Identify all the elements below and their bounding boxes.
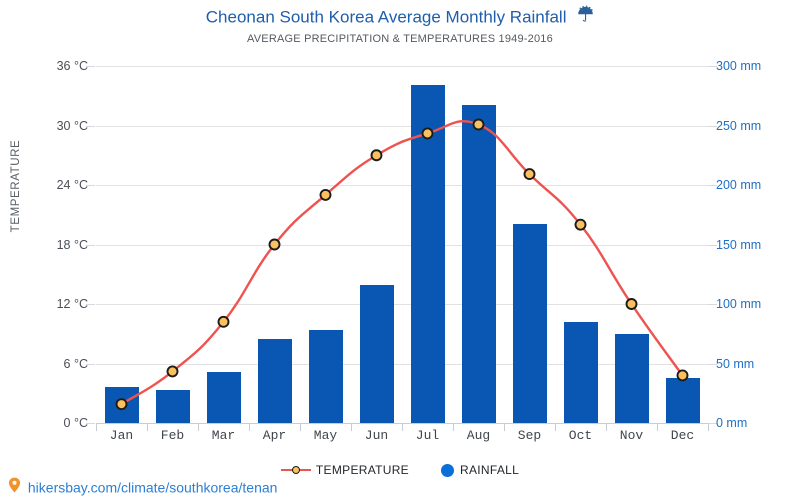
rainfall-bar[interactable] [206, 371, 241, 423]
x-axis-label: Nov [619, 428, 644, 443]
right-axis-tick-label: 150 mm [716, 237, 762, 252]
x-axis-tickmark [198, 423, 199, 431]
source-url-text: hikersbay.com/climate/southkorea/tenan [27, 479, 278, 496]
x-axis-tickmark [453, 423, 454, 431]
right-axis-tick-label: 250 mm [716, 118, 762, 133]
left-tickmark [86, 244, 95, 246]
left-axis-tick-label: 30 °C [56, 118, 88, 133]
right-tickmark [708, 185, 717, 186]
legend-line-dot-icon [280, 464, 311, 476]
map-pin-icon [8, 477, 21, 496]
x-axis-tickmark [402, 423, 403, 431]
gridline [96, 66, 708, 67]
x-axis-label: Apr [262, 428, 287, 443]
x-axis-label: Dec [670, 428, 695, 443]
x-axis-labels: Jan Feb Mar Apr May Jun Jul Aug Sep Oct Nov Dec [96, 428, 708, 450]
left-tickmark [86, 185, 95, 186]
right-axis-tick-label: 50 mm [716, 356, 755, 371]
page-title: Cheonan South Korea Average Monthly Rain… [0, 5, 800, 29]
x-axis-label: Sep [517, 428, 542, 443]
rainfall-bars [96, 66, 708, 423]
right-axis-tick-label: 200 mm [716, 178, 762, 192]
source-url[interactable]: hikersbay.com/climate/southkorea/tenan [8, 477, 278, 497]
x-axis-tickmark [249, 423, 250, 431]
left-axis-title: TEMPERATURE [10, 139, 22, 233]
x-axis-tickmark [504, 423, 505, 431]
rainfall-bar[interactable] [308, 330, 343, 423]
left-tickmark [86, 66, 95, 67]
right-tickmark [708, 125, 717, 127]
right-tickmark [708, 363, 717, 365]
x-axis-tickmark [351, 423, 352, 431]
chart-title-text: Cheonan South Korea Average Monthly Rain… [205, 7, 567, 27]
rainfall-bar[interactable] [359, 284, 394, 423]
right-axis-tick-label: 0 mm [716, 416, 748, 430]
rainfall-bar[interactable] [410, 85, 445, 423]
x-axis-tickmark [657, 423, 658, 431]
x-axis-tickmark [96, 423, 97, 431]
legend-circle-icon [441, 463, 454, 477]
rainfall-bar[interactable] [665, 377, 700, 423]
left-tickmark [86, 304, 95, 305]
umbrella-rain-icon [577, 5, 594, 28]
rainfall-bar[interactable] [104, 387, 139, 423]
right-tickmark [708, 304, 717, 305]
x-axis-tickmark [300, 423, 301, 431]
x-axis-label: Jun [364, 428, 389, 443]
left-axis-tick-label: 12 °C [56, 297, 88, 311]
legend-item[interactable]: RAINFALL [441, 462, 519, 477]
x-axis-label: Aug [466, 428, 491, 443]
x-axis-tickmark [708, 423, 709, 431]
right-tickmark [708, 244, 717, 246]
legend-label: TEMPERATURE [315, 463, 409, 478]
rainfall-bar[interactable] [614, 333, 649, 423]
rainfall-bar[interactable] [155, 389, 190, 423]
left-tickmark [86, 423, 95, 424]
left-axis-tick-label: 0 °C [63, 416, 88, 430]
x-axis-tickmark [555, 423, 556, 431]
chart-subtitle: AVERAGE PRECIPITATION & TEMPERATURES 194… [247, 33, 553, 45]
x-axis-label: May [313, 428, 338, 443]
chart-legend: TEMPERATURE RAINFALL [0, 462, 800, 477]
left-axis-tick-label: 36 °C [56, 59, 88, 73]
x-axis-label: Oct [568, 428, 593, 443]
legend-label: RAINFALL [460, 463, 520, 478]
right-tickmark [708, 66, 717, 67]
right-axis-tick-label: 100 mm [716, 297, 762, 311]
x-axis-label: Mar [211, 428, 236, 443]
rainfall-bar[interactable] [512, 224, 547, 423]
left-axis-tick-label: 6 °C [63, 356, 88, 371]
left-tickmark [86, 125, 95, 127]
rainfall-bar[interactable] [461, 105, 496, 423]
x-axis-tickmark [606, 423, 607, 431]
left-tickmark [86, 363, 95, 365]
x-axis-label: Feb [160, 428, 185, 443]
right-tickmark [708, 423, 717, 424]
rainfall-bar[interactable] [563, 321, 598, 423]
left-axis-tick-label: 24 °C [56, 178, 88, 192]
right-axis-tick-label: 300 mm [716, 59, 762, 73]
x-axis-tickmark [147, 423, 148, 431]
left-axis-tick-label: 18 °C [56, 237, 88, 252]
rainfall-bar[interactable] [257, 338, 292, 423]
legend-item[interactable]: TEMPERATURE [280, 462, 409, 478]
x-axis-label: Jan [109, 428, 134, 443]
x-axis-label: Jul [415, 428, 440, 443]
